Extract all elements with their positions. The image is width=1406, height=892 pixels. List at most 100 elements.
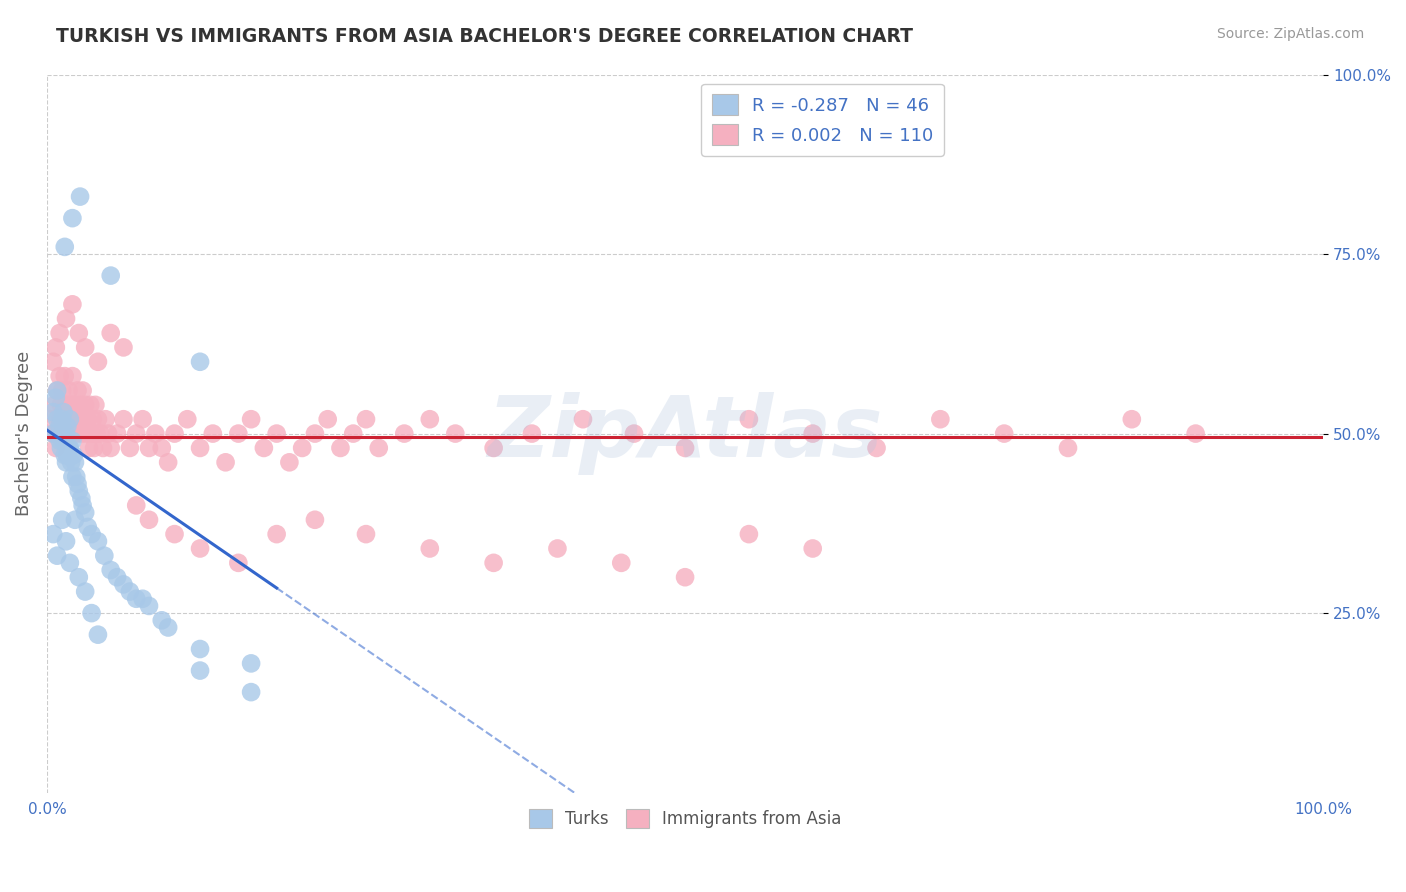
Point bbox=[157, 620, 180, 634]
Point bbox=[482, 441, 505, 455]
Point bbox=[63, 398, 86, 412]
Point bbox=[75, 584, 97, 599]
Point bbox=[138, 513, 160, 527]
Point bbox=[188, 642, 211, 657]
Point bbox=[66, 384, 89, 398]
Point bbox=[53, 448, 76, 462]
Point bbox=[53, 240, 76, 254]
Point bbox=[51, 384, 73, 398]
Point bbox=[125, 591, 148, 606]
Point bbox=[55, 311, 77, 326]
Point bbox=[138, 441, 160, 455]
Point bbox=[75, 506, 97, 520]
Point bbox=[46, 549, 69, 563]
Point bbox=[87, 355, 110, 369]
Point bbox=[266, 426, 288, 441]
Point bbox=[76, 520, 98, 534]
Point bbox=[738, 527, 761, 541]
Point bbox=[91, 441, 114, 455]
Point bbox=[572, 412, 595, 426]
Point bbox=[316, 412, 339, 426]
Point bbox=[75, 340, 97, 354]
Point bbox=[39, 412, 62, 426]
Point bbox=[80, 527, 103, 541]
Point bbox=[266, 527, 288, 541]
Point bbox=[240, 657, 263, 671]
Point bbox=[45, 340, 67, 354]
Point bbox=[48, 369, 70, 384]
Point bbox=[125, 426, 148, 441]
Point bbox=[67, 570, 90, 584]
Point bbox=[367, 441, 389, 455]
Text: TURKISH VS IMMIGRANTS FROM ASIA BACHELOR'S DEGREE CORRELATION CHART: TURKISH VS IMMIGRANTS FROM ASIA BACHELOR… bbox=[56, 27, 914, 45]
Point bbox=[53, 369, 76, 384]
Point bbox=[62, 211, 84, 226]
Point bbox=[69, 398, 91, 412]
Point bbox=[80, 606, 103, 620]
Point bbox=[138, 599, 160, 613]
Point bbox=[623, 426, 645, 441]
Point bbox=[444, 426, 467, 441]
Point bbox=[419, 412, 441, 426]
Point bbox=[1057, 441, 1080, 455]
Point bbox=[865, 441, 887, 455]
Point bbox=[58, 441, 80, 455]
Point bbox=[354, 527, 377, 541]
Point bbox=[58, 384, 80, 398]
Point bbox=[70, 491, 93, 506]
Point bbox=[1184, 426, 1206, 441]
Point bbox=[59, 441, 82, 455]
Point bbox=[253, 441, 276, 455]
Point bbox=[112, 577, 135, 591]
Point bbox=[304, 426, 326, 441]
Point bbox=[59, 556, 82, 570]
Point bbox=[112, 340, 135, 354]
Point bbox=[77, 441, 100, 455]
Point bbox=[278, 455, 301, 469]
Text: ZipAtlas: ZipAtlas bbox=[488, 392, 883, 475]
Point bbox=[65, 469, 87, 483]
Point bbox=[46, 384, 69, 398]
Point bbox=[118, 584, 141, 599]
Point bbox=[48, 412, 70, 426]
Point bbox=[112, 412, 135, 426]
Point bbox=[59, 412, 82, 426]
Point bbox=[105, 570, 128, 584]
Point bbox=[48, 326, 70, 340]
Point bbox=[100, 268, 122, 283]
Point bbox=[673, 570, 696, 584]
Point bbox=[394, 426, 416, 441]
Point bbox=[56, 419, 79, 434]
Point bbox=[100, 563, 122, 577]
Point bbox=[51, 513, 73, 527]
Point bbox=[419, 541, 441, 556]
Point bbox=[228, 426, 250, 441]
Point bbox=[62, 369, 84, 384]
Point bbox=[56, 412, 79, 426]
Point bbox=[1121, 412, 1143, 426]
Point bbox=[100, 441, 122, 455]
Point bbox=[188, 664, 211, 678]
Point bbox=[546, 541, 568, 556]
Point bbox=[59, 426, 82, 441]
Point bbox=[42, 426, 65, 441]
Point bbox=[214, 455, 236, 469]
Point bbox=[329, 441, 352, 455]
Point bbox=[69, 189, 91, 203]
Point bbox=[97, 426, 120, 441]
Point bbox=[52, 426, 75, 441]
Point bbox=[801, 426, 824, 441]
Point bbox=[72, 499, 94, 513]
Point bbox=[304, 513, 326, 527]
Legend: Turks, Immigrants from Asia: Turks, Immigrants from Asia bbox=[522, 802, 848, 835]
Point bbox=[929, 412, 952, 426]
Point bbox=[100, 326, 122, 340]
Point bbox=[240, 685, 263, 699]
Point bbox=[44, 398, 66, 412]
Point bbox=[188, 441, 211, 455]
Point bbox=[131, 412, 153, 426]
Point bbox=[188, 541, 211, 556]
Point bbox=[125, 499, 148, 513]
Point bbox=[49, 398, 72, 412]
Point bbox=[62, 448, 84, 462]
